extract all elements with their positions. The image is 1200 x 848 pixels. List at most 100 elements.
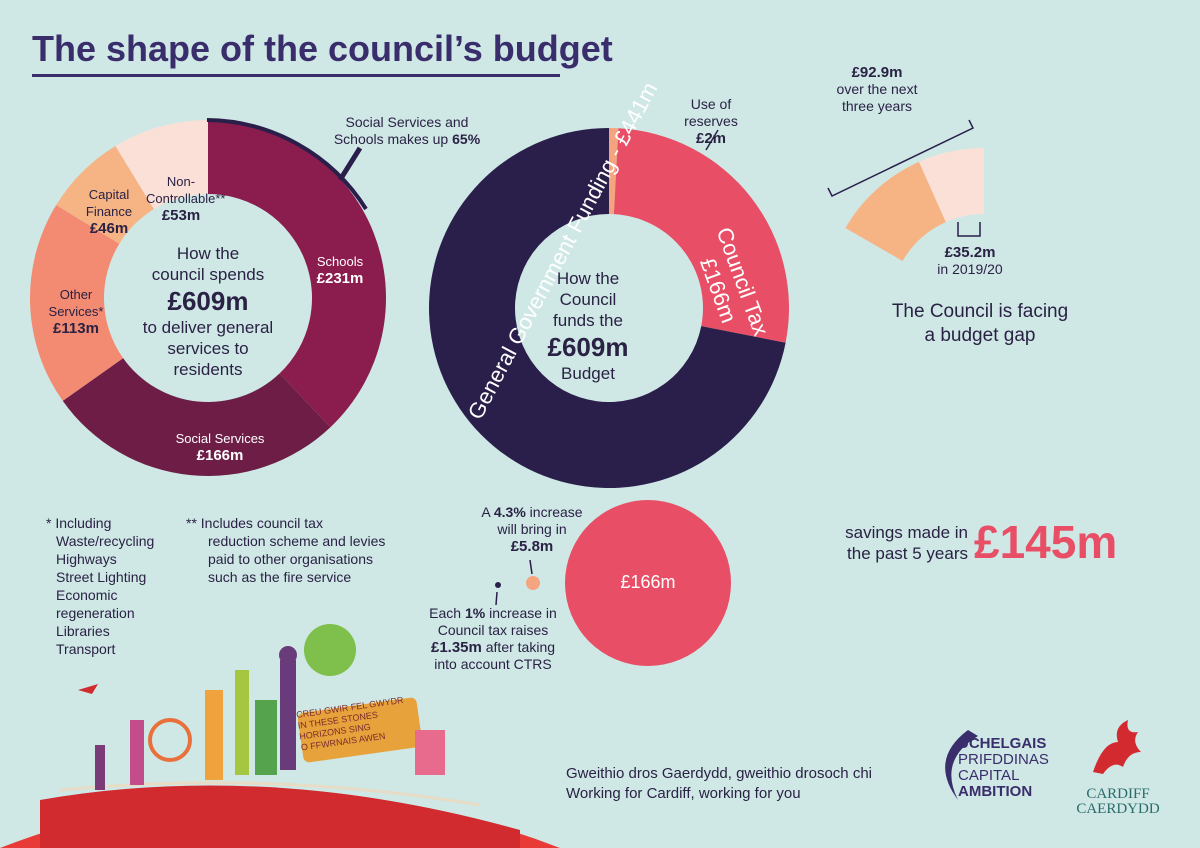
star-item: Transport <box>56 641 116 657</box>
logo2-line: CARDIFF <box>1086 786 1150 802</box>
slice-schools <box>208 120 386 428</box>
star-item: Economic <box>56 587 118 603</box>
social-value: £166m <box>196 447 244 464</box>
gap-bracket-outer <box>827 119 975 197</box>
spend-center-amount: £609m <box>167 286 249 316</box>
social-name: Social Services <box>175 431 265 446</box>
savings-line1: savings made in <box>845 523 968 542</box>
inc-top-pct: 4.3% <box>493 504 526 520</box>
council-tax-circle <box>565 500 731 666</box>
callout-line1: Social Services and <box>345 114 469 130</box>
gap-top-line2: three years <box>841 98 913 114</box>
dstar-line: such as the fire service <box>208 569 352 585</box>
logo1-line: UCHELGAIS <box>958 735 1047 752</box>
inc-bot-a: Each <box>429 605 465 621</box>
label-capital-finance: Capital Finance £46m <box>76 186 142 237</box>
slice-capital-finance <box>56 145 154 244</box>
page-title: The shape of the council’s budget <box>32 28 613 69</box>
noncontrol-line1: Non- <box>166 174 196 189</box>
label-gap-three-years: £92.9m over the next three years <box>822 64 932 115</box>
spend-center-l5: residents <box>173 360 243 379</box>
noncontrol-line2: Controllable** <box>146 191 226 206</box>
spend-center-l3: to deliver general <box>142 318 274 337</box>
schools-value: £231m <box>316 270 364 287</box>
star-item: regeneration <box>56 605 135 621</box>
spend-center-text: How the council spends £609m to deliver … <box>140 243 276 380</box>
reserves-pointer <box>705 129 719 151</box>
gap-center-text: The Council is facing a budget gap <box>890 300 1070 348</box>
tax-increase-bottom: Each 1% increase in Council tax raises £… <box>408 605 578 673</box>
increase-pointer-top <box>529 559 533 575</box>
label-noncontrollable: Non- Controllable** £53m <box>146 173 226 224</box>
inc-bot-value: £1.35m <box>430 639 482 656</box>
inc-top-value: £5.8m <box>510 538 554 555</box>
fund-center-l1: How the Council <box>556 269 620 309</box>
tax-increase-top: A 4.3% increase will bring in £5.8m <box>462 504 602 555</box>
reserves-value: £2m <box>695 130 727 147</box>
label-schools: Schools £231m <box>300 253 380 287</box>
logo1-line: AMBITION <box>958 783 1033 800</box>
slice-gap-2019 <box>918 148 984 223</box>
dstar-line: reduction scheme and levies <box>208 533 386 549</box>
star-heading: * Including <box>46 515 112 531</box>
fund-center-l3: Budget <box>561 364 615 383</box>
dstar-line: ** Includes council tax <box>186 515 323 531</box>
inc-top-a: A <box>481 504 494 520</box>
logo1-line: PRIFDDINAS <box>958 751 1049 768</box>
other-line1: Other <box>59 287 93 302</box>
tagline-english: Working for Cardiff, working for you <box>566 785 801 802</box>
star-list: Waste/recycling Highways Street Lighting… <box>46 532 186 658</box>
schools-social-bracket <box>206 118 368 211</box>
spend-center-l1: How the <box>176 244 240 263</box>
fund-center-amount: £609m <box>547 332 629 362</box>
capital-ambition-logo: UCHELGAIS PRIFDDINAS CAPITAL AMBITION <box>928 720 1049 810</box>
inc-top-line2: will bring in <box>497 521 567 537</box>
title-underline <box>32 74 560 77</box>
footer-tagline: Gweithio dros Gaerdydd, gweithio drosoch… <box>566 764 926 804</box>
savings-label: savings made in the past 5 years <box>818 522 968 564</box>
swoosh-icon <box>945 730 978 800</box>
capital-line1: Capital <box>88 187 130 202</box>
label-social-services: Social Services £166m <box>160 430 280 464</box>
slice-govt-funding <box>429 128 786 488</box>
inc-top-b: increase <box>525 504 583 520</box>
cardiff-text: CARDIFF CAERDYDD <box>1068 787 1168 817</box>
label-reserves: Use of reserves £2m <box>666 96 756 147</box>
cardiff-skyline-illustration <box>0 624 560 848</box>
gap-center-l2: a budget gap <box>924 325 1036 346</box>
star-item: Waste/recycling <box>56 533 155 549</box>
slice-reserves <box>609 128 619 215</box>
dstar-line: paid to other organisations <box>208 551 373 567</box>
gap-top-line1: over the next <box>836 81 918 97</box>
notes-double-star: ** Includes council tax reduction scheme… <box>186 514 406 586</box>
star-item: Libraries <box>56 623 110 639</box>
increase-dot-large <box>526 576 540 590</box>
slice-council-tax <box>613 128 789 343</box>
fund-center-l2: funds the <box>553 311 623 330</box>
label-gap-2019: £35.2m in 2019/20 <box>920 244 1020 278</box>
star-item: Highways <box>56 551 117 567</box>
capital-line2: Finance <box>85 204 133 219</box>
slice-gap-future <box>845 161 946 261</box>
logo1-line: CAPITAL <box>958 767 1020 784</box>
logo2-line: CAERDYDD <box>1076 801 1160 817</box>
increase-pointer-bottom <box>495 591 498 606</box>
other-line2: Services* <box>48 304 104 319</box>
spend-donut <box>29 120 386 476</box>
spend-center-l2: council spends <box>151 265 265 284</box>
cardiff-logo: CARDIFF CAERDYDD <box>1068 712 1168 817</box>
reserves-label: Use of reserves <box>684 96 738 129</box>
label-other-services: Other Services* £113m <box>36 286 116 337</box>
schools-name: Schools <box>316 254 364 269</box>
gap-donut <box>845 148 984 261</box>
slice-non-controllable <box>115 120 208 210</box>
noncontrol-value: £53m <box>161 207 201 224</box>
capital-value: £46m <box>89 220 129 237</box>
logo-text-1: UCHELGAIS PRIFDDINAS CAPITAL AMBITION <box>958 736 1049 800</box>
callout-line2: Schools makes up <box>333 131 449 147</box>
callout-pointer <box>337 146 363 182</box>
savings-line2: the past 5 years <box>847 544 968 563</box>
spend-center-l4: services to <box>167 339 249 358</box>
gap-inner-line: in 2019/20 <box>937 261 1003 277</box>
